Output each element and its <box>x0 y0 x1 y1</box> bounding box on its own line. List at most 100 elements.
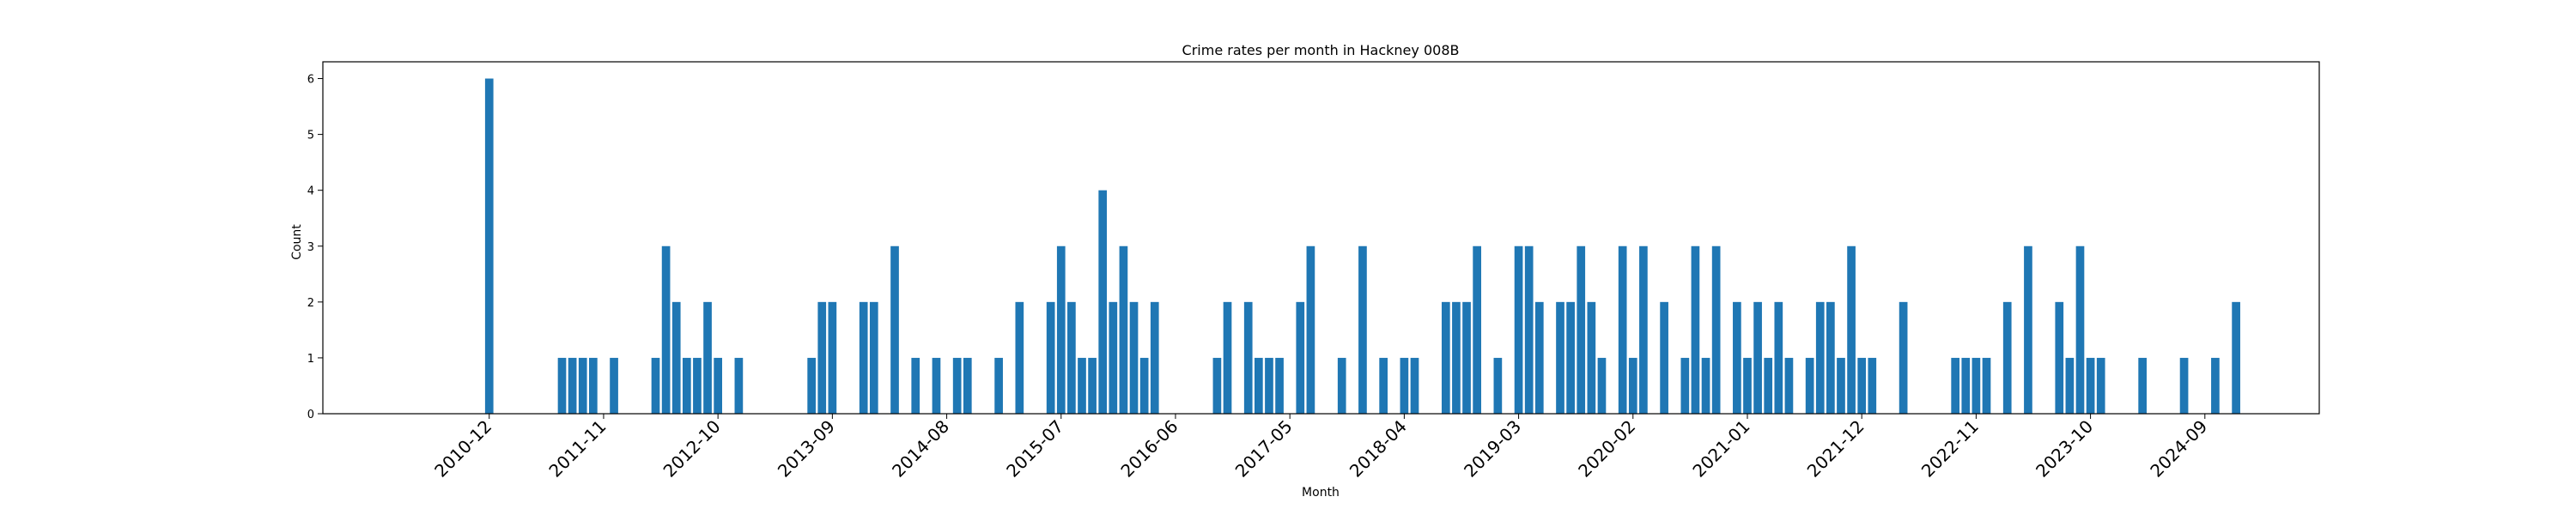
bar-2019-11 <box>1597 357 1607 414</box>
bar-2013-07 <box>807 357 816 414</box>
x-tick-label: 2019-03 <box>1460 416 1525 482</box>
x-tick-label: 2023-10 <box>2032 416 2097 482</box>
bar-2016-03 <box>1139 357 1149 414</box>
bar-2018-04 <box>1400 357 1409 414</box>
bar-2021-07 <box>1805 357 1814 414</box>
bar-2024-03 <box>2138 357 2147 414</box>
bar-2012-05 <box>661 245 671 414</box>
bar-2024-07 <box>2179 357 2189 414</box>
x-tick-label: 2017-05 <box>1231 416 1297 482</box>
x-tick-label: 2015-07 <box>1002 416 1067 482</box>
bar-2021-02 <box>1753 301 1762 414</box>
bar-2020-01 <box>1618 245 1627 414</box>
bar-2023-08 <box>2065 357 2075 414</box>
x-axis-ticks: 2010-12 2011-11 2012-10 2013-09 2014-08 2015-… <box>430 414 2211 482</box>
bar-2019-03 <box>1514 245 1523 414</box>
bar-2020-12 <box>1733 301 1741 414</box>
bar-2019-04 <box>1524 245 1534 414</box>
y-tick-label: 5 <box>307 130 314 142</box>
bars <box>484 78 2240 415</box>
bar-2013-12 <box>859 301 868 414</box>
bar-2013-08 <box>817 301 827 414</box>
bar-2021-11 <box>1847 245 1856 414</box>
y-tick-label: 0 <box>307 409 314 421</box>
bar-2022-04 <box>1899 301 1908 414</box>
bar-2017-06 <box>1296 301 1305 414</box>
bar-2016-04 <box>1150 301 1159 414</box>
bar-2021-09 <box>1826 301 1835 414</box>
x-tick-label: 2024-09 <box>2146 416 2211 482</box>
bar-2014-09 <box>952 357 962 414</box>
chart-title: Crime rates per month in Hackney 008B <box>1182 42 1460 58</box>
bar-2022-11 <box>1971 357 1981 414</box>
x-tick-label: 2012-10 <box>659 416 725 482</box>
bar-2017-04 <box>1275 357 1284 414</box>
bar-2014-10 <box>963 357 972 414</box>
bar-2021-08 <box>1815 301 1825 414</box>
bar-2010-12 <box>484 78 494 415</box>
bar-2017-02 <box>1255 357 1263 414</box>
bar-2014-03 <box>890 245 899 414</box>
y-axis-ticks: 0 1 2 3 4 5 6 <box>307 74 323 421</box>
x-tick-label: 2021-12 <box>1803 416 1868 482</box>
bar-2012-04 <box>651 357 660 414</box>
bar-2020-08 <box>1691 245 1700 414</box>
x-tick-label: 2020-02 <box>1574 416 1639 482</box>
x-tick-label: 2021-01 <box>1688 416 1753 482</box>
bar-2014-07 <box>932 357 941 414</box>
y-axis-label: Count <box>290 224 304 260</box>
bar-2023-02 <box>2002 301 2012 414</box>
bar-2015-07 <box>1056 245 1066 414</box>
bar-2011-08 <box>568 357 577 414</box>
x-tick-label: 2011-11 <box>544 416 610 482</box>
bar-2011-12 <box>610 357 618 414</box>
x-tick-label: 2018-04 <box>1346 416 1411 482</box>
x-axis-label: Month <box>1302 486 1340 500</box>
bar-2015-09 <box>1078 357 1086 414</box>
bar-2012-10 <box>714 357 722 414</box>
bar-2021-04 <box>1774 301 1783 414</box>
bar-2017-07 <box>1306 245 1315 414</box>
bar-2022-10 <box>1961 357 1971 414</box>
bar-2012-08 <box>693 357 702 414</box>
bar-2019-05 <box>1534 301 1544 414</box>
bar-2015-01 <box>994 357 1003 414</box>
bar-2020-10 <box>1711 245 1721 414</box>
bar-2015-06 <box>1046 301 1055 414</box>
y-tick-label: 6 <box>307 74 314 87</box>
bar-2017-03 <box>1265 357 1273 414</box>
bar-2016-01 <box>1119 245 1128 414</box>
bar-2018-08 <box>1441 301 1450 414</box>
bar-2016-11 <box>1223 301 1232 414</box>
bar-2018-02 <box>1379 357 1388 414</box>
bar-2015-12 <box>1109 301 1118 414</box>
bar-2016-10 <box>1212 357 1222 414</box>
bar-2015-11 <box>1098 190 1108 414</box>
bar-2019-07 <box>1556 301 1564 414</box>
x-tick-label: 2022-11 <box>1917 416 1983 482</box>
bar-2019-01 <box>1493 357 1503 414</box>
bar-2020-03 <box>1639 245 1648 414</box>
bar-2024-10 <box>2211 357 2220 414</box>
bar-2012-12 <box>734 357 744 414</box>
bar-2017-01 <box>1243 301 1253 414</box>
bar-2014-01 <box>869 301 878 414</box>
bar-2016-02 <box>1129 301 1139 414</box>
bar-2019-10 <box>1587 301 1596 414</box>
y-tick-label: 3 <box>307 241 314 254</box>
bar-2015-10 <box>1088 357 1097 414</box>
bar-2023-09 <box>2075 245 2085 414</box>
x-tick-label: 2010-12 <box>430 416 495 482</box>
bar-2012-09 <box>703 301 712 414</box>
bar-2018-10 <box>1462 301 1471 414</box>
bar-2018-11 <box>1473 245 1481 414</box>
bar-2022-01 <box>1868 357 1877 414</box>
bar-2021-10 <box>1837 357 1845 414</box>
bar-2020-09 <box>1701 357 1710 414</box>
y-tick-label: 1 <box>307 353 314 366</box>
bar-2015-08 <box>1067 301 1076 414</box>
x-tick-label: 2013-09 <box>774 416 839 482</box>
bar-2022-12 <box>1982 357 1991 414</box>
y-tick-label: 2 <box>307 297 314 310</box>
